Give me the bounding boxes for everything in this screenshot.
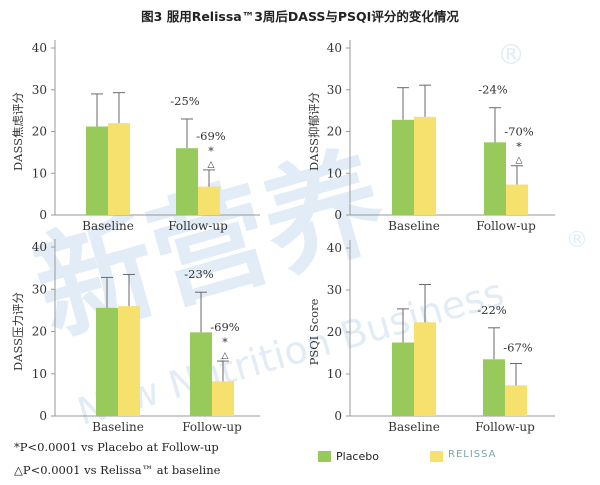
chart1-bar-placebo [86, 126, 108, 215]
chart1-xtick-label: Follow-up [168, 219, 228, 233]
chart3-significance-star: * [222, 336, 228, 349]
chart4-relissa-change: -67% [503, 341, 533, 355]
figure-title: 图3 服用Relissa™3周后DASS与PSQI评分的变化情况 [141, 9, 459, 24]
chart4-placebo-change: -22% [477, 303, 507, 317]
chart1-significance-star: * [208, 145, 214, 158]
chart2-ylabel: DASS抑郁评分 [307, 91, 321, 171]
chart3-relissa-change: -69% [210, 320, 240, 334]
chart4-xtick-label: Follow-up [475, 420, 535, 434]
chart3-ylabel: DASS压力评分 [11, 291, 25, 371]
chart3-bar-relissa [118, 306, 140, 416]
chart3-ytick-label: 10 [32, 367, 47, 381]
chart4-ytick-label: 0 [334, 409, 342, 423]
chart3-bar-relissa [212, 381, 234, 416]
chart2-ytick-label: 10 [327, 166, 342, 180]
chart3-xtick-label: Follow-up [182, 420, 242, 434]
chart2-xtick-label: Baseline [388, 219, 440, 233]
chart3-placebo-change: -23% [184, 267, 214, 281]
chart4-bar-relissa [505, 385, 527, 416]
legend-swatch-placebo [318, 451, 331, 462]
chart2-significance-star: * [516, 141, 522, 154]
legend-swatch-relissa [430, 451, 443, 462]
chart1-bar-relissa [108, 123, 130, 215]
chart4-bar-placebo [483, 359, 505, 416]
chart4-xtick-label: Baseline [388, 420, 440, 434]
chart3-ytick-label: 20 [32, 325, 47, 339]
chart4-ylabel: PSQI Score [307, 298, 321, 365]
footnote-baseline: △P<0.0001 vs Relissa™ at baseline [14, 463, 221, 477]
chart1-bar-placebo [176, 148, 198, 215]
chart1-placebo-change: -25% [170, 94, 200, 108]
chart3-bar-placebo [190, 332, 212, 416]
chart2-ytick-label: 20 [327, 125, 342, 139]
chart2-placebo-change: -24% [478, 83, 508, 97]
chart1-bar-relissa [198, 186, 220, 215]
chart2-bar-placebo [392, 119, 414, 215]
chart1-ytick-label: 30 [32, 83, 47, 97]
chart4-ytick-label: 40 [327, 241, 342, 255]
chart3-bar-placebo [96, 307, 118, 416]
chart4-bar-placebo [392, 342, 414, 416]
chart3-ytick-label: 0 [39, 409, 47, 423]
chart1-ylabel: DASS焦虑评分 [11, 91, 25, 171]
legend-label-placebo: Placebo [336, 450, 379, 463]
chart1-ytick-label: 0 [39, 208, 47, 222]
chart2-significance-triangle: △ [516, 156, 523, 166]
chart2-ytick-label: 30 [327, 83, 342, 97]
chart2-ytick-label: 0 [334, 208, 342, 222]
chart2-ytick-label: 40 [327, 41, 342, 55]
chart1-relissa-change: -69% [196, 129, 226, 143]
chart3-ytick-label: 40 [32, 240, 47, 254]
chart1-significance-triangle: △ [208, 160, 215, 170]
charts-area: 0 10 20 30 40 DASS焦虑评分 Baseline Follow-up -25% -6… [11, 40, 555, 434]
chart4-ytick-label: 20 [327, 325, 342, 339]
legend-label-relissa: RELISSA [448, 449, 497, 460]
chart3-significance-triangle: △ [222, 351, 229, 361]
chart2-xtick-label: Follow-up [476, 219, 536, 233]
chart3-xtick-label: Baseline [92, 420, 144, 434]
chart2-bar-placebo [484, 142, 506, 215]
chart1-ytick-label: 20 [32, 125, 47, 139]
chart4-ytick-label: 30 [327, 283, 342, 297]
chart2-relissa-change: -70% [504, 125, 534, 139]
chart4-ytick-label: 10 [327, 367, 342, 381]
chart2-bar-relissa [506, 184, 528, 215]
chart4-bar-relissa [414, 322, 436, 416]
chart2-bar-relissa [414, 116, 436, 215]
chart3-ytick-label: 30 [32, 282, 47, 296]
chart1-ytick-label: 10 [32, 166, 47, 180]
chart1-xtick-label: Baseline [82, 219, 134, 233]
footnote-placebo: *P<0.0001 vs Placebo at Follow-up [14, 440, 219, 454]
chart1-ytick-label: 40 [32, 41, 47, 55]
